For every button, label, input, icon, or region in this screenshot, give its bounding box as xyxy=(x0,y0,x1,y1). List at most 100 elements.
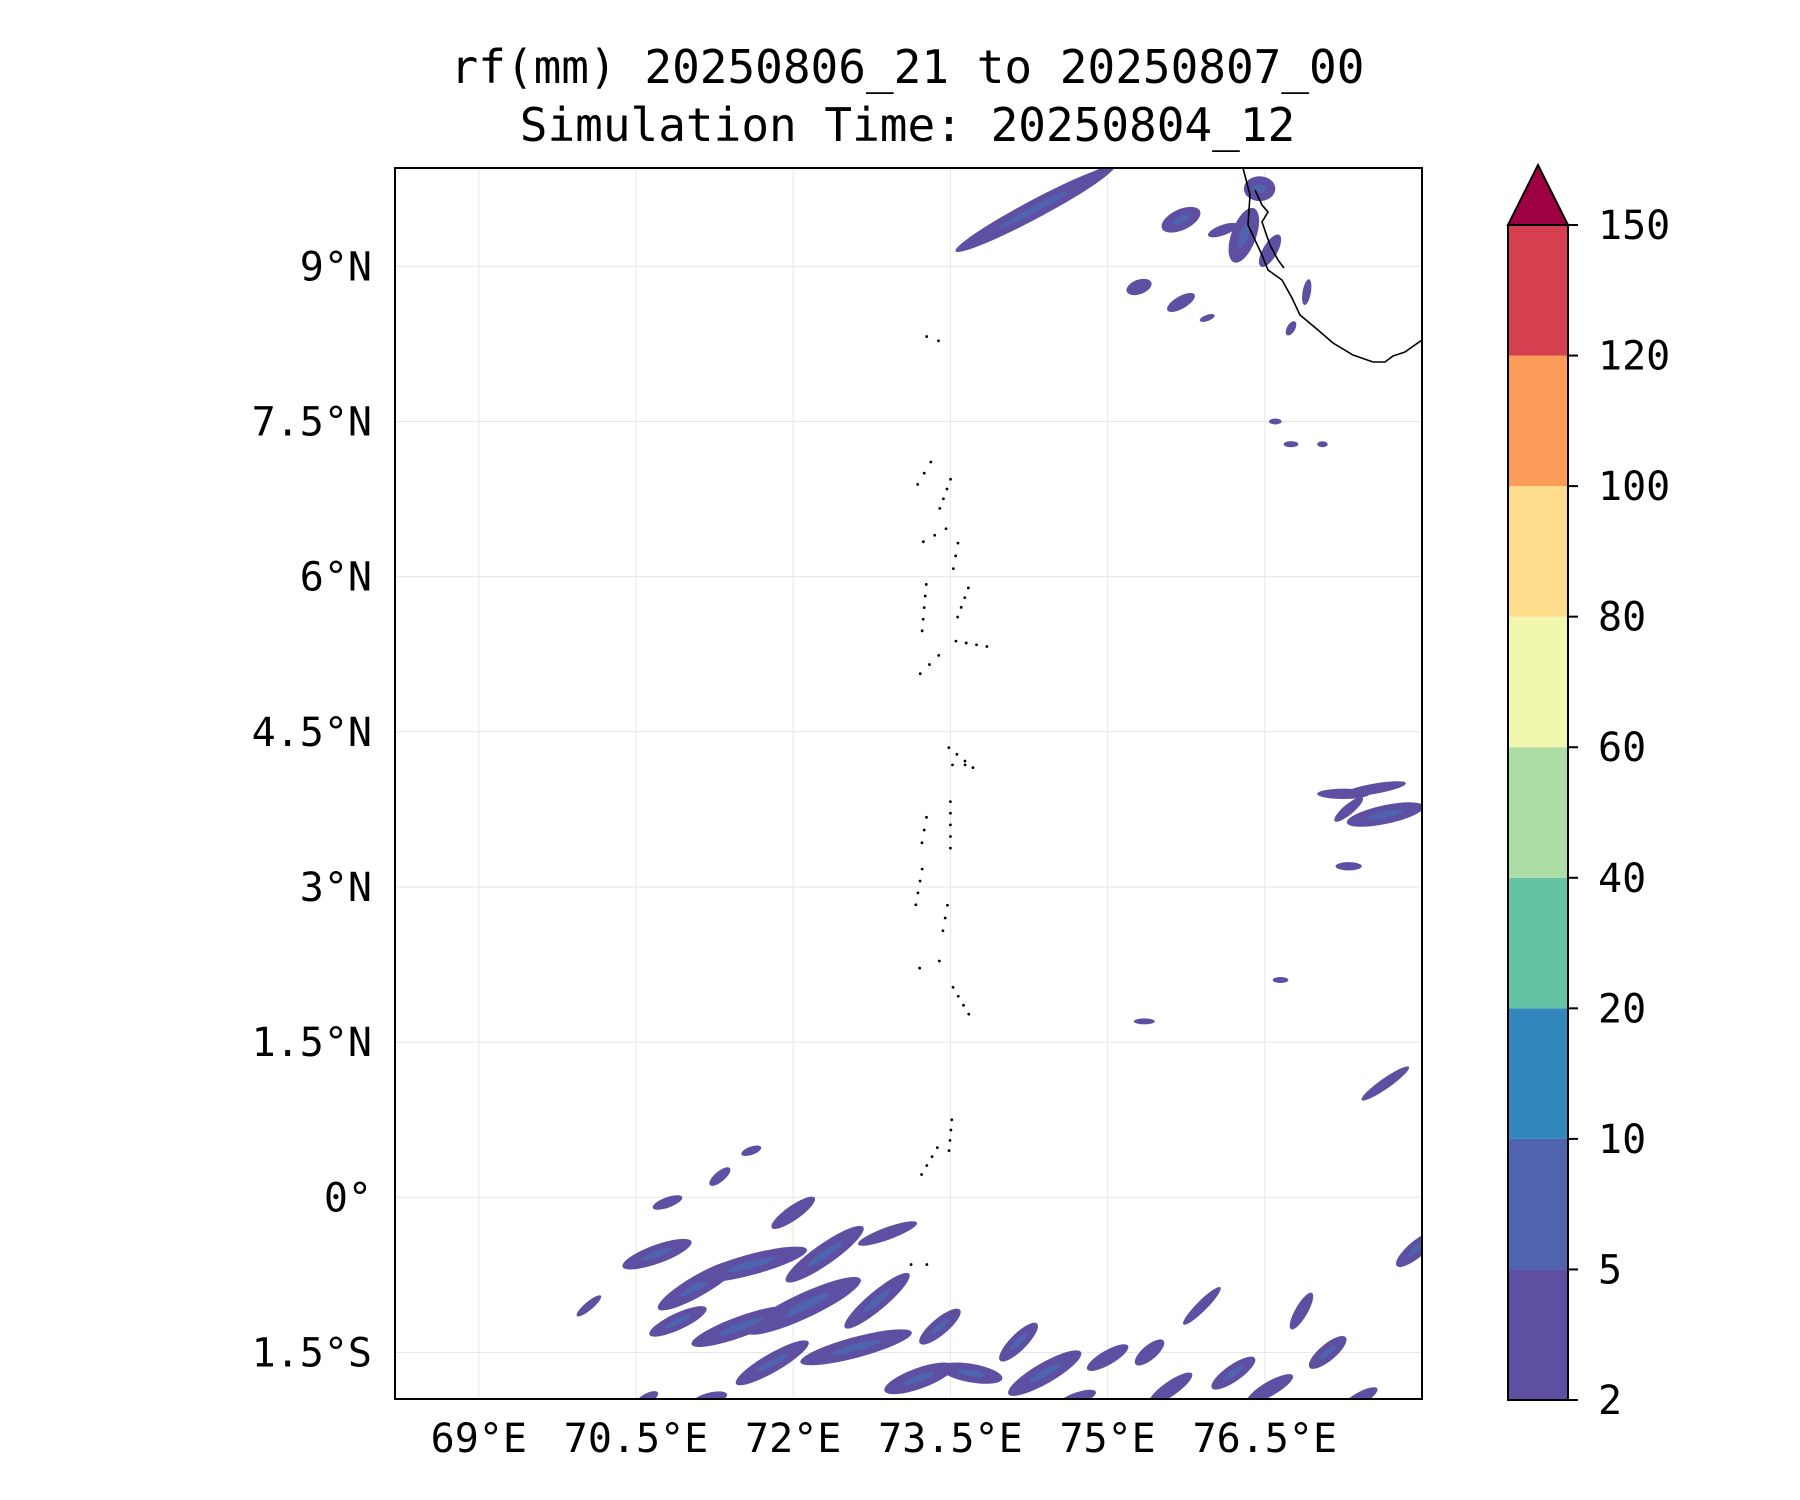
island-dot xyxy=(922,471,926,475)
rain-cell-core xyxy=(1009,1333,1028,1351)
colorbar-band xyxy=(1508,747,1568,878)
island-dot xyxy=(949,1128,953,1132)
island-dot xyxy=(963,759,967,763)
lat-tick-label: 3°N xyxy=(300,865,372,911)
colorbar-extend-arrow xyxy=(1506,162,1570,226)
rain-cell xyxy=(1340,1387,1378,1399)
island-dot xyxy=(920,1173,923,1176)
rain-cell-core xyxy=(903,1371,935,1385)
rain-cell xyxy=(1208,222,1238,238)
island-dot xyxy=(920,629,924,633)
island-dot xyxy=(935,1146,939,1150)
map-gridlines xyxy=(395,168,1422,1399)
island-dot xyxy=(941,929,945,933)
rain-cell xyxy=(1317,441,1328,448)
island-dot xyxy=(951,763,954,767)
rain-cell-core xyxy=(998,190,1070,229)
rain-cell xyxy=(1272,977,1289,984)
rain-cell-core xyxy=(755,1352,789,1373)
island-dot xyxy=(941,497,945,501)
rain-cell xyxy=(741,1145,762,1157)
rain-cell xyxy=(1134,1339,1165,1366)
rain-cell xyxy=(634,1391,659,1399)
coastline-layer xyxy=(1242,168,1422,363)
island-dot xyxy=(918,879,922,883)
island-dot xyxy=(945,487,949,491)
colorbar-tick-label: 100 xyxy=(1598,464,1670,510)
rain-cell-core xyxy=(930,1318,950,1335)
lat-tick-label: 0° xyxy=(324,1175,372,1221)
island-dot xyxy=(951,567,955,571)
island-dot xyxy=(947,746,951,750)
rain-cell-core xyxy=(718,1317,764,1336)
rain-cell-core xyxy=(1319,1345,1337,1360)
island-dot xyxy=(928,663,931,666)
rain-cell xyxy=(1268,418,1282,425)
rain-cell xyxy=(1199,314,1215,322)
rain-cell-core xyxy=(1223,1365,1244,1381)
island-dot xyxy=(921,540,925,544)
rain-cell-core xyxy=(862,1288,892,1314)
island-dot xyxy=(959,605,963,609)
lon-tick-label: 72°E xyxy=(745,1416,841,1462)
island-dot xyxy=(922,606,926,610)
colorbar-band xyxy=(1508,355,1568,487)
colorbar-tick-label: 80 xyxy=(1598,595,1646,641)
island-dot xyxy=(949,835,952,838)
island-dot xyxy=(963,596,967,600)
colorbar-tick-label: 10 xyxy=(1598,1117,1646,1163)
island-dot xyxy=(949,811,952,815)
island-dot xyxy=(956,541,960,545)
island-dot xyxy=(925,1164,929,1167)
rain-cell xyxy=(1126,278,1152,296)
colorbar-band xyxy=(1508,616,1568,748)
rain-cell xyxy=(1133,1018,1155,1025)
island-dot xyxy=(924,583,928,586)
colorbar-band xyxy=(1508,1008,1568,1139)
colorbar-tick-label: 120 xyxy=(1598,334,1670,380)
longitude-axis: 69°E 70.5°E 72°E 73.5°E 75°E 76.5°E xyxy=(431,1416,1337,1462)
rain-cell xyxy=(1361,1066,1410,1101)
rain-cell xyxy=(1302,279,1312,306)
island-dot xyxy=(954,639,958,643)
island-dot xyxy=(949,846,952,850)
india-coastline xyxy=(1242,168,1422,363)
colorbar-tick-label: 40 xyxy=(1598,856,1646,902)
island-dot xyxy=(962,1003,965,1007)
island-dot xyxy=(920,867,924,871)
lon-tick-label: 76.5°E xyxy=(1193,1416,1338,1462)
lat-tick-label: 9°N xyxy=(300,244,372,290)
colorbar-band xyxy=(1508,486,1568,617)
rain-cell-core xyxy=(777,1293,830,1319)
colorbar-tick-label: 20 xyxy=(1598,986,1646,1032)
island-dot xyxy=(947,1149,951,1153)
rain-cell xyxy=(1086,1344,1129,1371)
title-line-2: Simulation Time: 20250804_12 xyxy=(519,98,1296,152)
island-dot xyxy=(949,823,952,827)
rain-cell xyxy=(857,1221,918,1246)
rain-cell xyxy=(1258,234,1282,268)
rain-cell-core xyxy=(1028,1363,1062,1384)
rain-cell xyxy=(1167,292,1195,313)
island-dot xyxy=(956,615,960,619)
colorbar-band xyxy=(1508,1138,1568,1270)
lat-tick-label: 1.5°S xyxy=(252,1330,372,1376)
rain-cell-core xyxy=(726,1256,777,1273)
island-dot xyxy=(943,916,947,920)
rain-cell xyxy=(1334,796,1364,822)
island-dot xyxy=(918,966,922,970)
island-dot xyxy=(937,653,941,657)
lat-tick-label: 1.5°N xyxy=(252,1020,372,1066)
colorbar-band xyxy=(1508,225,1568,356)
rainfall-contours xyxy=(576,168,1422,1399)
island-dot xyxy=(937,959,941,963)
island-dot xyxy=(949,477,952,481)
lon-tick-label: 75°E xyxy=(1059,1416,1155,1462)
map-frame xyxy=(394,167,1423,1400)
island-dot xyxy=(916,482,920,486)
colorbar-bands xyxy=(1506,162,1570,1401)
island-dot xyxy=(950,1118,954,1122)
colorbar-ticks: 2 5 10 20 40 60 80 100 120 150 xyxy=(1568,203,1670,1424)
rain-cell xyxy=(1335,862,1362,871)
